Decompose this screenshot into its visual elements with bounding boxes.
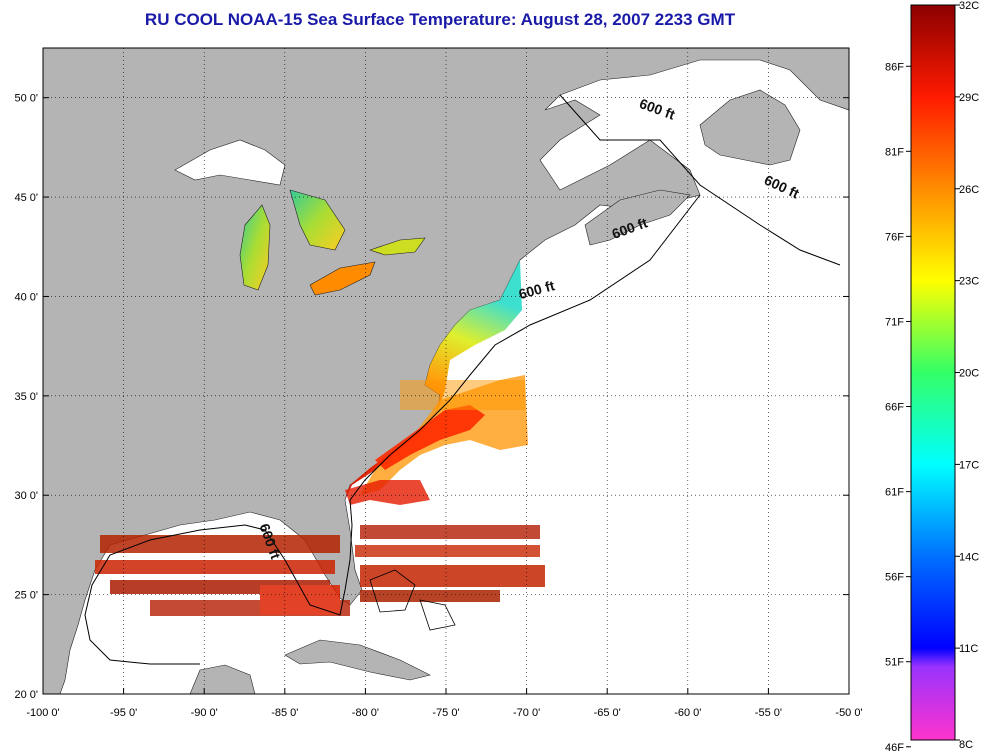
lon-tick-label: -50 0' [835,707,862,719]
lake-superior [174,139,286,186]
lat-tick-label: 45 0' [14,192,38,204]
lon-tick-label: -85 0' [271,707,298,719]
color-bar: 32C 29C 26C 23C 20C 17C 14C 11C 8C 86F 81F 76F 71F 66… [885,0,979,754]
lon-tick-label: -65 0' [594,707,621,719]
lon-tick-label: -80 0' [352,707,379,719]
lake-huron [289,189,346,251]
latitude-axis: 20 0' 25 0' 30 0' 35 0' 40 0' 45 0' 50 0' [14,93,849,701]
yucatan-land [189,664,256,694]
lake-erie [309,261,376,296]
celsius-label: 23C [959,276,979,288]
lake-michigan [239,204,271,291]
celsius-label: 14C [959,551,979,563]
newfoundland-land [699,89,801,166]
cuba-land [284,639,431,681]
fahrenheit-label: 66F [885,402,904,414]
lon-tick-label: -75 0' [432,707,459,719]
lake-ontario [369,237,426,256]
longitude-axis: -100 0' -95 0' -90 0' -85 0' -80 0' -75 0' -70… [26,688,863,719]
fahrenheit-label: 56F [885,572,904,584]
color-bar-ticks: 32C 29C 26C 23C 20C 17C 14C 11C 8C 86F 81F 76F 71F 66… [885,0,979,754]
celsius-label: 11C [959,643,978,655]
lon-tick-label: -55 0' [755,707,782,719]
gulf-stream-sst [375,405,485,470]
lat-tick-label: 20 0' [14,689,38,701]
fahrenheit-label: 86F [885,61,904,73]
fahrenheit-label: 46F [885,742,904,754]
celsius-label: 32C [959,0,979,12]
fahrenheit-label: 51F [885,657,904,669]
isobath-600ft [84,94,841,665]
nova-scotia-land [584,189,691,246]
satellite-swath [95,380,545,616]
lat-tick-label: 30 0' [14,490,38,502]
lon-tick-label: -95 0' [110,707,137,719]
lat-tick-label: 50 0' [14,93,38,105]
fahrenheit-label: 76F [885,231,904,243]
lon-tick-label: -100 0' [26,707,59,719]
celsius-label: 8C [959,739,973,751]
lat-tick-label: 25 0' [14,590,38,602]
isobath-bahamas [369,569,456,631]
celsius-label: 26C [959,184,979,196]
map-title: RU COOL NOAA-15 Sea Surface Temperature:… [144,10,736,29]
lon-tick-label: -60 0' [674,707,701,719]
lon-tick-label: -90 0' [191,707,218,719]
fahrenheit-label: 81F [885,146,904,158]
celsius-label: 20C [959,368,979,380]
fahrenheit-label: 61F [885,487,904,499]
fahrenheit-label: 71F [885,316,904,328]
celsius-label: 17C [959,459,979,471]
celsius-label: 29C [959,92,979,104]
southeast-coast-sst [345,480,430,505]
lon-tick-label: -70 0' [513,707,540,719]
color-bar-gradient [910,4,956,741]
lat-tick-label: 40 0' [14,291,38,303]
lat-tick-label: 35 0' [14,391,38,403]
